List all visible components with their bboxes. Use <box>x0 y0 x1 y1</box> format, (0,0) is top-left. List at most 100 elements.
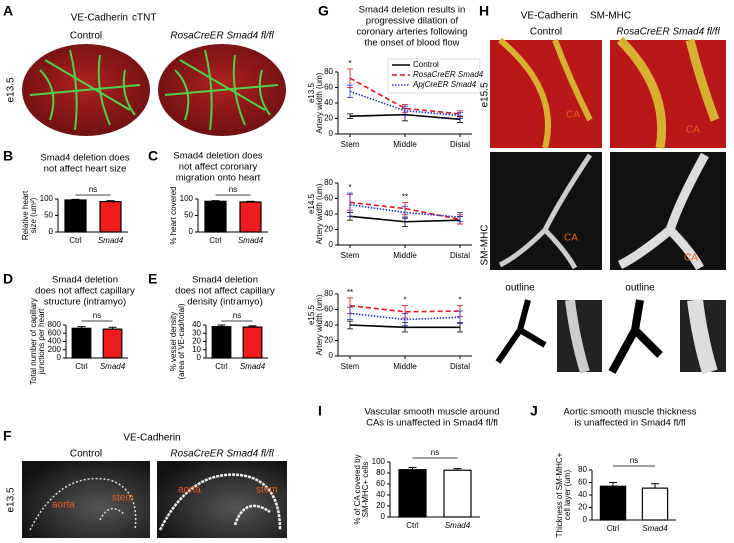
panel-title: Smad4 deletion does <box>40 153 130 164</box>
y-tick-label: 20 <box>324 225 333 234</box>
bar <box>102 328 123 359</box>
stage-label: e13.5 <box>6 77 17 102</box>
panel-label: J <box>530 403 538 419</box>
artery <box>617 152 709 271</box>
x-tick-label: Smad4 <box>238 236 264 245</box>
y-axis-label: % of CA covered by <box>353 454 362 524</box>
y-tick-label: 20 <box>192 337 201 346</box>
column-label: Control <box>70 31 102 42</box>
outline-shape <box>495 299 547 364</box>
series-line <box>349 324 460 329</box>
x-tick-label: Ctrl <box>215 362 228 371</box>
y-axis-label: Relative heart <box>21 190 30 240</box>
series-line <box>349 304 461 313</box>
vessels <box>158 473 282 531</box>
stage-label: e13.5 <box>6 487 17 512</box>
panel-title: Smad4 deletion <box>52 275 118 286</box>
bar <box>204 200 227 233</box>
y-tick-label: 50 <box>44 211 53 220</box>
vessels <box>29 477 137 531</box>
panel-title: not affect heart size <box>44 164 127 175</box>
artery <box>498 37 593 149</box>
outline-label: outline <box>505 283 535 294</box>
y-axis-label: SM-MHC+ cells <box>361 462 370 518</box>
x-tick-label: Distal <box>450 362 470 371</box>
y-axis-label: (area of VE-cad/total) <box>177 303 186 379</box>
y-tick-label: 40 <box>324 209 333 218</box>
x-tick-label: Smad4 <box>100 362 126 371</box>
column-label: Control <box>70 449 102 460</box>
legend-text: VE-Cadherin <box>521 11 578 22</box>
bar <box>64 199 87 233</box>
bar <box>211 326 232 359</box>
series-line <box>349 90 461 117</box>
micrograph <box>490 152 602 270</box>
y-axis-label: Total number of capillary <box>29 298 38 385</box>
y-tick-label: 40 <box>376 490 385 499</box>
y-tick-label: 0 <box>197 353 202 362</box>
significance-label: ** <box>347 288 353 297</box>
y-tick-label: 200 <box>48 345 62 354</box>
y-tick-label: 20 <box>324 336 333 345</box>
y-axis-label: Thickness of SM-MHC+ <box>555 452 564 537</box>
y-tick-label: 100 <box>372 457 386 466</box>
legend-text: cTNT <box>132 13 156 24</box>
x-tick-label: Ctrl <box>69 236 82 245</box>
y-axis-label: % heart covered <box>169 186 178 244</box>
column-label: RosaCreER Smad4 fl/fl <box>616 27 720 38</box>
annotation: aorta <box>52 500 75 511</box>
y-tick-label: 0 <box>329 129 334 138</box>
y-tick-label: 0 <box>583 515 588 524</box>
x-tick-label: Middle <box>393 362 417 371</box>
legend-text: RosaCreER Smad4 <box>413 70 484 79</box>
y-axis-label: Artery width (um) <box>315 183 324 244</box>
stage-label: e13.5 <box>307 82 316 103</box>
y-tick-label: 80 <box>324 67 333 76</box>
stage-label: e14.5 <box>307 193 316 214</box>
stage-label: e15.5 <box>307 304 316 325</box>
significance-label: * <box>403 296 406 305</box>
x-tick-label: Smad4 <box>98 236 124 245</box>
annotation: CA <box>684 253 698 264</box>
x-tick-label: Stem <box>341 140 360 149</box>
panel-label: H <box>479 3 489 19</box>
y-tick-label: 60 <box>578 478 587 487</box>
y-tick-label: 20 <box>578 503 587 512</box>
y-tick-label: 60 <box>324 83 333 92</box>
significance-label: * <box>458 296 461 305</box>
y-tick-label: 40 <box>192 320 201 329</box>
artery <box>687 299 718 375</box>
x-tick-label: Ctrl <box>406 521 419 530</box>
y-tick-label: 0 <box>189 227 194 236</box>
x-tick-label: Distal <box>450 140 470 149</box>
panel-label: A <box>3 3 13 19</box>
annotation: CA <box>566 110 580 121</box>
legend-text: Control <box>413 60 439 69</box>
annotation: ns <box>431 448 439 457</box>
significance-label: * <box>348 183 351 192</box>
panel-title: VE-Cadherin <box>123 433 180 444</box>
y-axis-label: size (um²) <box>29 197 38 233</box>
annotation: stem <box>256 485 278 496</box>
y-axis-label: Artery width (um) <box>315 72 324 133</box>
series-line <box>349 203 461 218</box>
y-tick-label: 60 <box>324 194 333 203</box>
series-line <box>349 312 461 321</box>
panel-title: does not affect capillary <box>35 286 135 297</box>
panel-title: CAs is unaffected in Smad4 fl/fl <box>366 418 498 429</box>
panel-label: F <box>3 428 12 444</box>
panel-title: does not affect capillary <box>175 286 275 297</box>
x-tick-label: Stem <box>341 251 360 260</box>
panel-title: progressive dilation of <box>366 16 459 27</box>
panel-label: G <box>318 3 329 19</box>
y-tick-label: 0 <box>49 227 54 236</box>
bar <box>239 201 262 233</box>
images <box>22 36 726 538</box>
y-tick-label: 40 <box>324 320 333 329</box>
y-tick-label: 800 <box>48 320 62 329</box>
series-line <box>349 201 461 221</box>
bar <box>71 327 92 359</box>
legend-text: ApjCreER Smad4 <box>412 80 477 89</box>
micrograph <box>610 152 726 270</box>
column-label: RosaCreER Smad4 fl/fl <box>170 31 274 42</box>
